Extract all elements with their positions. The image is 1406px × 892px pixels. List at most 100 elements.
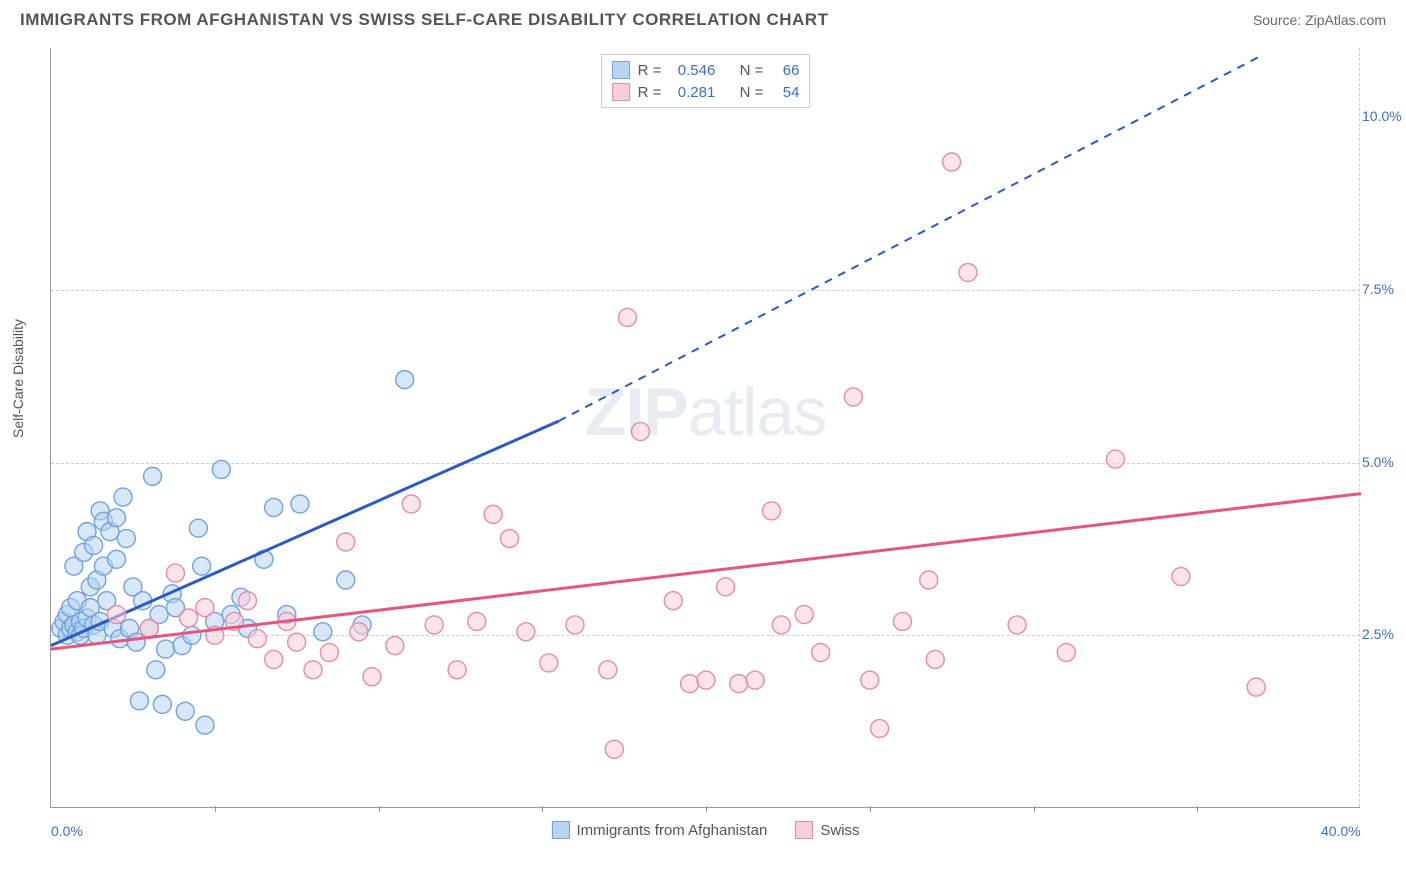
- legend-stat-row: R = 0.281 N = 54: [612, 81, 800, 103]
- scatter-point: [183, 626, 201, 644]
- scatter-point: [117, 530, 135, 548]
- scatter-point: [189, 519, 207, 537]
- scatter-point: [540, 654, 558, 672]
- trend-line: [51, 494, 1361, 649]
- scatter-point: [265, 650, 283, 668]
- scatter-point: [763, 502, 781, 520]
- scatter-point: [291, 495, 309, 513]
- scatter-point: [894, 612, 912, 630]
- scatter-point: [746, 671, 764, 689]
- source-label: Source:: [1253, 12, 1305, 28]
- scatter-point: [959, 264, 977, 282]
- scatter-point: [363, 668, 381, 686]
- x-tick-label: 0.0%: [51, 823, 83, 839]
- stat-n-label: N =: [740, 62, 764, 79]
- scatter-point: [664, 592, 682, 610]
- scatter-point: [288, 633, 306, 651]
- x-tick-label: 40.0%: [1321, 823, 1361, 839]
- legend-swatch: [795, 821, 813, 839]
- scatter-point: [386, 637, 404, 655]
- stat-r-label: R =: [638, 62, 662, 79]
- scatter-point: [320, 644, 338, 662]
- scatter-point: [140, 619, 158, 637]
- legend-swatch: [551, 821, 569, 839]
- scatter-point: [144, 467, 162, 485]
- scatter-point: [812, 644, 830, 662]
- scatter-point: [108, 550, 126, 568]
- scatter-svg: [51, 48, 1360, 807]
- scatter-point: [402, 495, 420, 513]
- scatter-point: [501, 530, 519, 548]
- y-tick-label: 7.5%: [1362, 281, 1406, 297]
- source-attribution: Source: ZipAtlas.com: [1253, 12, 1386, 28]
- scatter-point: [108, 606, 126, 624]
- scatter-point: [248, 630, 266, 648]
- stat-r-label: R =: [638, 84, 662, 101]
- scatter-point: [730, 675, 748, 693]
- scatter-point: [1057, 644, 1075, 662]
- scatter-point: [108, 509, 126, 527]
- scatter-point: [314, 623, 332, 641]
- scatter-point: [166, 564, 184, 582]
- scatter-point: [350, 623, 368, 641]
- scatter-point: [871, 720, 889, 738]
- chart-plot-area: ZIPatlas 2.5%5.0%7.5%10.0% 0.0%40.0% R =…: [50, 48, 1360, 808]
- legend-swatch: [612, 61, 630, 79]
- scatter-point: [861, 671, 879, 689]
- scatter-point: [1172, 568, 1190, 586]
- scatter-point: [468, 612, 486, 630]
- scatter-point: [196, 599, 214, 617]
- scatter-point: [1008, 616, 1026, 634]
- scatter-point: [517, 623, 535, 641]
- scatter-point: [114, 488, 132, 506]
- legend-series-label: Immigrants from Afghanistan: [576, 822, 767, 839]
- scatter-point: [265, 498, 283, 516]
- scatter-point: [193, 557, 211, 575]
- scatter-point: [697, 671, 715, 689]
- scatter-point: [566, 616, 584, 634]
- scatter-point: [681, 675, 699, 693]
- scatter-point: [1106, 450, 1124, 468]
- y-axis-label: Self-Care Disability: [10, 319, 26, 438]
- y-tick-label: 10.0%: [1362, 108, 1406, 124]
- scatter-point: [239, 592, 257, 610]
- scatter-point: [396, 371, 414, 389]
- scatter-point: [484, 505, 502, 523]
- scatter-point: [337, 571, 355, 589]
- y-tick-label: 5.0%: [1362, 454, 1406, 470]
- scatter-point: [147, 661, 165, 679]
- scatter-point: [304, 661, 322, 679]
- scatter-point: [772, 616, 790, 634]
- scatter-point: [337, 533, 355, 551]
- stat-n-label: N =: [740, 84, 764, 101]
- scatter-point: [153, 695, 171, 713]
- scatter-point: [926, 650, 944, 668]
- stat-n-value: 66: [771, 62, 799, 79]
- scatter-point: [196, 716, 214, 734]
- stat-r-value: 0.546: [669, 62, 715, 79]
- scatter-point: [717, 578, 735, 596]
- legend-swatch: [612, 83, 630, 101]
- scatter-point: [180, 609, 198, 627]
- scatter-point: [425, 616, 443, 634]
- scatter-point: [157, 640, 175, 658]
- scatter-point: [1247, 678, 1265, 696]
- stat-r-value: 0.281: [669, 84, 715, 101]
- scatter-point: [618, 308, 636, 326]
- trend-line-extrapolated: [559, 55, 1263, 421]
- legend-stat-row: R = 0.546 N = 66: [612, 59, 800, 81]
- y-tick-label: 2.5%: [1362, 626, 1406, 642]
- scatter-point: [599, 661, 617, 679]
- stat-n-value: 54: [771, 84, 799, 101]
- legend-series-label: Swiss: [820, 822, 859, 839]
- scatter-point: [85, 536, 103, 554]
- scatter-point: [605, 740, 623, 758]
- legend-series-item: Immigrants from Afghanistan: [551, 821, 767, 839]
- scatter-point: [130, 692, 148, 710]
- scatter-point: [176, 702, 194, 720]
- scatter-point: [795, 606, 813, 624]
- scatter-point: [212, 460, 230, 478]
- scatter-point: [920, 571, 938, 589]
- scatter-point: [632, 422, 650, 440]
- correlation-legend: R = 0.546 N = 66 R = 0.281 N = 54: [601, 54, 811, 108]
